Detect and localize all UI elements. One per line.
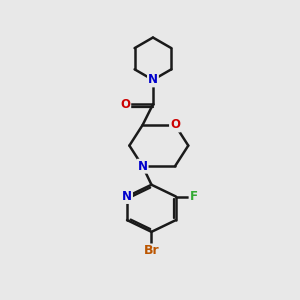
Text: N: N [148,74,158,86]
Text: O: O [120,98,130,111]
Text: F: F [190,190,198,203]
Text: Br: Br [144,244,159,257]
Text: N: N [138,160,148,173]
Text: O: O [170,118,180,131]
Text: N: N [122,190,132,203]
